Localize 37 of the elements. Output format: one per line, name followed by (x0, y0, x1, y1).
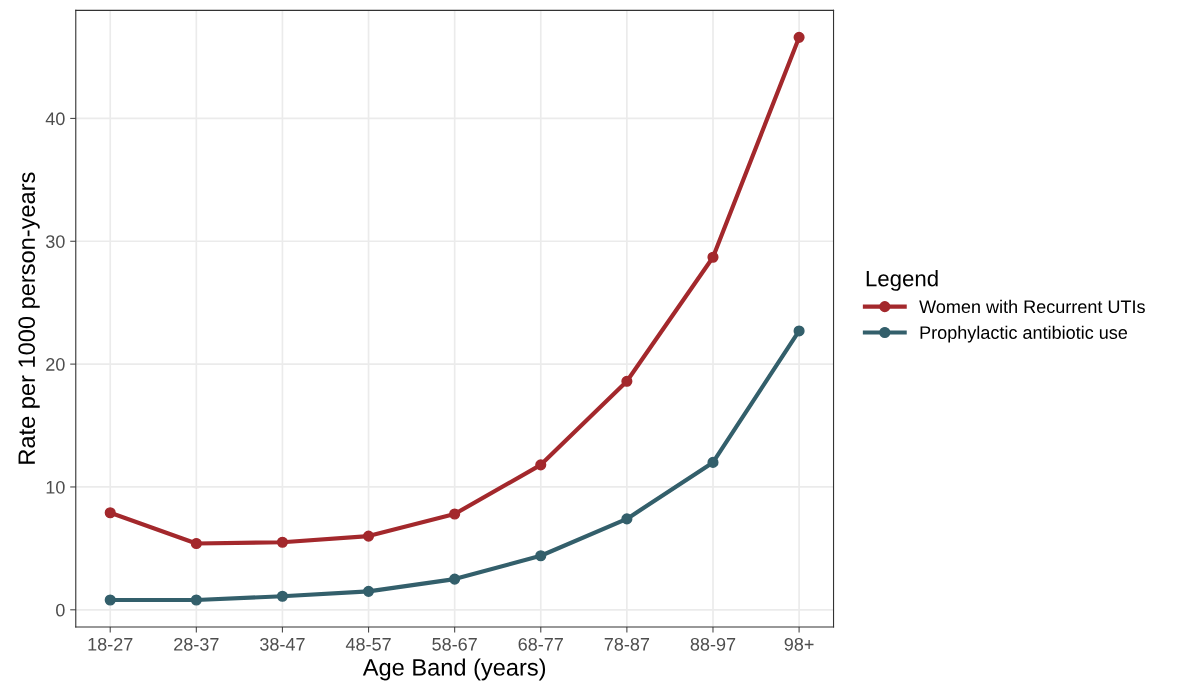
point (793, 325, 805, 337)
y-tick-label: 0 (56, 603, 65, 617)
x-tick-label: 38-47 (260, 637, 305, 651)
legend-title: Legend (866, 270, 938, 291)
point (449, 508, 461, 520)
point (449, 573, 461, 585)
point (793, 31, 805, 43)
x-tick-label: 78-87 (604, 637, 650, 651)
point (362, 585, 375, 597)
point (707, 251, 719, 263)
point (707, 456, 719, 468)
legend-label: Prophylactic antibiotic use (920, 325, 1128, 343)
y-tick-label: 40 (45, 112, 65, 126)
point (104, 594, 116, 606)
point (362, 530, 375, 542)
point (276, 590, 288, 602)
x-tick-label: 68-77 (518, 637, 563, 651)
y-tick-label: 10 (46, 480, 65, 494)
x-tick-label: 98+ (784, 637, 814, 651)
x-tick-label: 18-27 (88, 637, 133, 651)
x-axis-title: Age Band (years) (362, 658, 546, 681)
point (190, 594, 202, 606)
point (276, 536, 288, 548)
x-tick-label: 88-97 (690, 637, 736, 651)
point (190, 537, 202, 550)
legend-label: Women with Recurrent UTIs (919, 299, 1145, 314)
x-tick-label: 58-67 (432, 637, 477, 651)
y-tick-label: 30 (45, 235, 65, 248)
y-tick-label: 20 (46, 358, 65, 371)
point (104, 507, 116, 519)
point (535, 459, 547, 471)
x-tick-label: 28-37 (174, 637, 219, 651)
point (621, 375, 633, 387)
x-tick-label: 48-57 (345, 637, 391, 651)
point (621, 513, 633, 525)
point (535, 550, 547, 562)
y-axis-title: Rate per 1000 person-years (18, 172, 40, 464)
